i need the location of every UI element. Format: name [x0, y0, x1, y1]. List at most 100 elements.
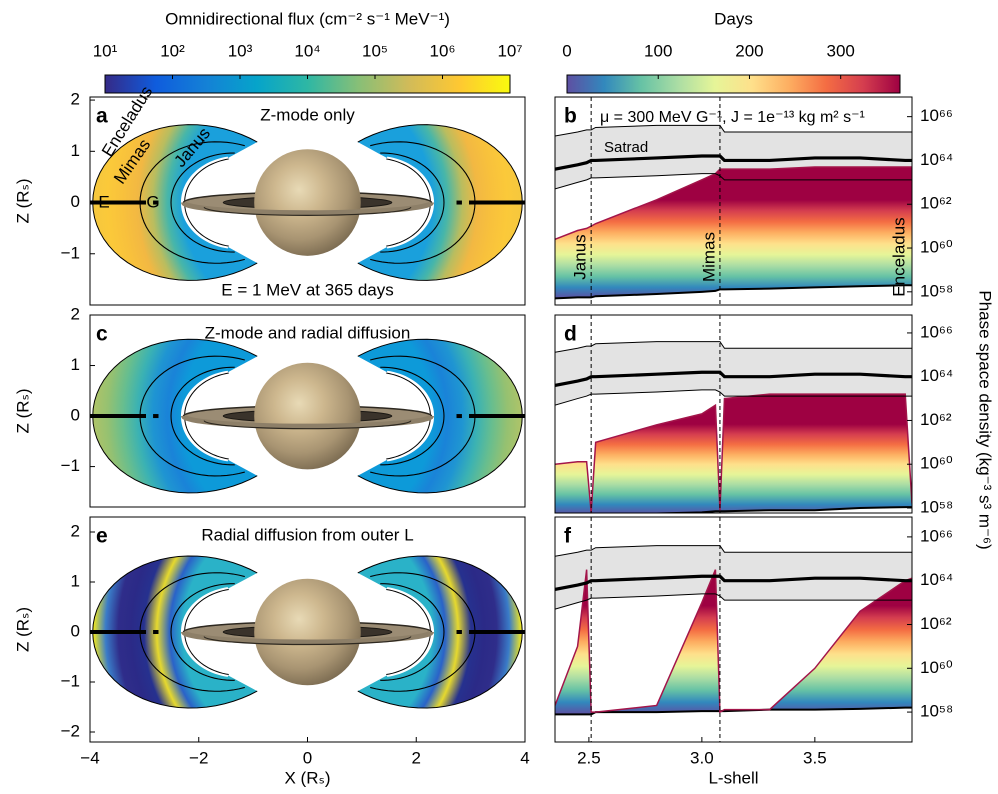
density-area	[555, 167, 912, 299]
y-tick-label: 10⁶²	[920, 614, 952, 633]
satrad-median	[555, 370, 912, 387]
plot-area	[555, 315, 912, 513]
annotation: μ = 300 MeV G⁻¹, J = 1e⁻¹³ kg m² s⁻¹	[600, 109, 865, 126]
colorbar-tick-label: 10⁶	[430, 41, 456, 60]
density-line	[555, 284, 912, 300]
colorbar-tick-label: 0	[562, 41, 571, 60]
x-tick-label: −2	[189, 748, 208, 767]
x-axis-label: L-shell	[708, 768, 758, 787]
annotation: Satrad	[604, 139, 648, 156]
annotation: G	[146, 192, 159, 211]
density-line	[555, 393, 912, 513]
y-tick-label: 10⁶⁴	[920, 150, 953, 169]
radiation-belt	[357, 124, 523, 281]
rings-front-edge	[203, 636, 412, 646]
y-tick-label: 0	[71, 621, 80, 640]
y-tick-label: 2	[71, 304, 80, 323]
density-area	[555, 569, 912, 715]
y-tick-label: 10⁶⁶	[920, 106, 953, 125]
satrad-lower	[555, 389, 912, 406]
density-line	[628, 506, 912, 513]
colorbar-title: Days	[714, 9, 753, 28]
plot-frame	[554, 516, 913, 743]
y-tick-label: 10⁶⁶	[920, 322, 953, 341]
rings-front	[181, 201, 434, 216]
colorbar	[566, 74, 901, 94]
y-tick-label: 2	[71, 521, 80, 540]
x-tick-label: 0	[303, 748, 312, 767]
x-tick-label: 3.0	[690, 748, 714, 767]
y-tick-label: 10⁶⁶	[920, 526, 953, 545]
x-tick-label: 2.5	[577, 748, 601, 767]
field-line	[170, 583, 235, 681]
panel-label: b	[564, 105, 577, 128]
panel-label: a	[96, 105, 108, 128]
y-tick-label: −1	[61, 243, 80, 262]
field-line	[170, 366, 235, 466]
x-axis-label: X (Rₛ)	[284, 768, 330, 787]
colorbar-tick-label: 10¹	[93, 41, 118, 60]
y-tick-label: 10⁶⁴	[920, 366, 953, 385]
y-tick-label: 10⁵⁸	[920, 281, 953, 300]
plot-frame	[554, 96, 913, 306]
x-tick-label: 3.5	[803, 748, 827, 767]
radiation-belt	[92, 556, 258, 708]
satrad-upper	[555, 341, 912, 353]
moon-label: Enceladus	[889, 217, 908, 296]
plot-area	[555, 97, 912, 305]
y-tick-label: −1	[61, 671, 80, 690]
y-tick-label: 10⁶²	[920, 194, 952, 213]
colorbar-tick-label: 300	[827, 41, 855, 60]
y-tick-label: 0	[71, 192, 80, 211]
rings-front-edge	[203, 420, 412, 430]
y-tick-label: 10⁶⁰	[920, 238, 953, 257]
satrad-median	[555, 574, 912, 591]
colorbar-tick-label: 10⁵	[362, 41, 388, 60]
satrad-median	[555, 154, 912, 171]
y-axis-label: Z (Rₛ)	[13, 178, 32, 223]
colorbar-tick-label: 10⁴	[294, 41, 320, 60]
x-tick-label: −4	[80, 748, 99, 767]
colorbar-tick-label: 10²	[160, 41, 185, 60]
y-tick-label: 10⁶⁰	[920, 658, 953, 677]
y-tick-label: −2	[61, 721, 80, 740]
panel-label: d	[564, 323, 577, 346]
moon-label: Mimas	[699, 232, 718, 282]
rings-front	[181, 414, 434, 429]
belt-inner-edge	[180, 370, 229, 462]
y-tick-label: −1	[61, 456, 80, 475]
annotation: E	[98, 192, 109, 211]
panel-title: Z-mode only	[260, 105, 355, 124]
plot-frame	[89, 96, 526, 306]
y-axis-label: Phase space density (kg⁻³ s³ m⁻⁶)	[976, 290, 995, 549]
y-tick-label: 10⁶²	[920, 410, 952, 429]
colorbar-tick-label: 200	[735, 41, 763, 60]
density-area	[555, 394, 912, 513]
panel-subtitle: E = 1 MeV at 365 days	[221, 280, 393, 299]
x-tick-label: 2	[412, 748, 421, 767]
radiation-belt	[92, 339, 258, 493]
radiation-belt	[357, 556, 523, 708]
y-tick-label: 10⁵⁸	[920, 702, 953, 721]
radiation-belt	[92, 124, 258, 281]
y-axis-label: Z (Rₛ)	[13, 607, 32, 652]
satrad-lower	[555, 593, 912, 610]
y-tick-label: 0	[71, 406, 80, 425]
saturn	[254, 149, 361, 256]
y-tick-label: 2	[71, 90, 80, 109]
saturn	[254, 578, 361, 686]
plot-area	[555, 517, 912, 742]
density-line	[555, 569, 912, 714]
y-tick-label: 10⁶⁰	[920, 454, 953, 473]
panel-label: f	[564, 525, 572, 548]
y-tick-label: 1	[71, 571, 80, 590]
y-tick-label: 10⁵⁸	[920, 497, 953, 516]
x-tick-label: 4	[520, 748, 529, 767]
plot-frame	[554, 314, 913, 514]
colorbar-tick-label: 10⁷	[497, 41, 522, 60]
saturn	[254, 362, 361, 470]
y-axis-label: Z (Rₛ)	[13, 388, 32, 433]
belt-inner-edge	[386, 370, 435, 462]
